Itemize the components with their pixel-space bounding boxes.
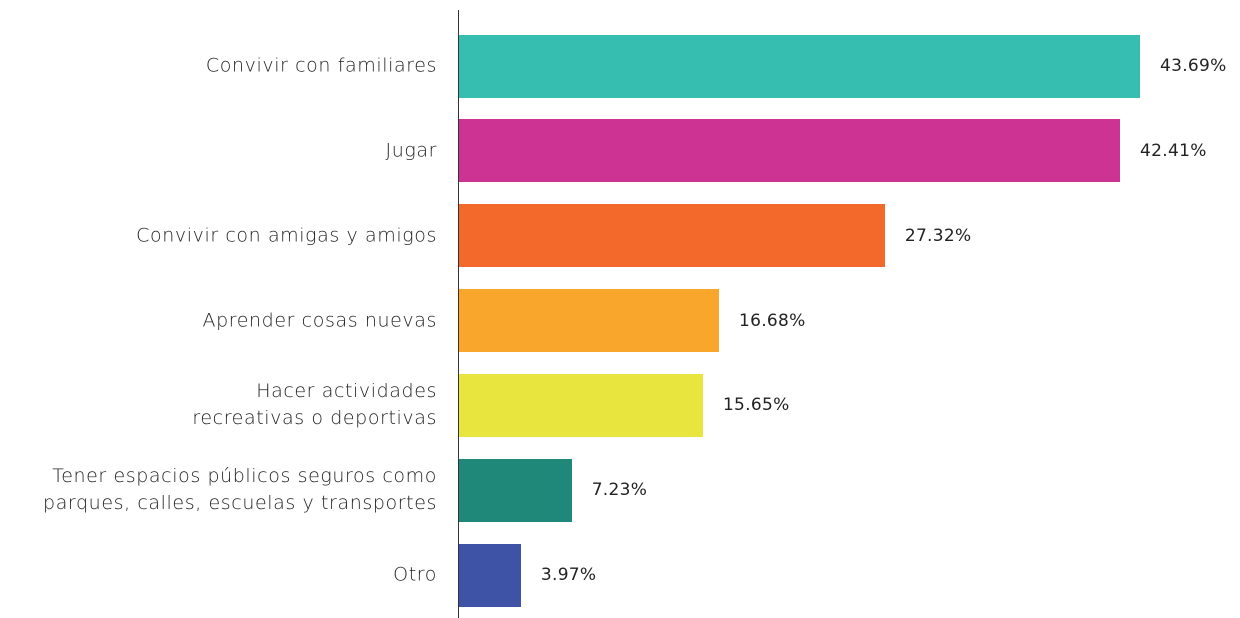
value-label: 27.32% <box>904 225 972 246</box>
bar <box>459 204 885 268</box>
bar <box>459 119 1121 183</box>
category-label: Otro <box>393 563 437 586</box>
category-label: Aprender cosas nuevas <box>202 309 437 332</box>
bar <box>459 458 572 522</box>
value-label: 15.65% <box>722 395 790 416</box>
bar <box>459 34 1140 98</box>
category-label: Hacer actividades recreativas o deportiv… <box>192 380 437 430</box>
category-label: Tener espacios públicos seguros como par… <box>43 465 437 515</box>
axis-line <box>458 10 459 618</box>
bar <box>459 373 703 437</box>
category-label: Convivir con amigas y amigos <box>136 224 437 247</box>
category-label: Convivir con familiares <box>205 54 437 77</box>
bar <box>459 543 521 607</box>
value-label: 42.41% <box>1140 140 1207 161</box>
value-label: 43.69% <box>1160 56 1227 76</box>
value-label: 16.68% <box>738 310 806 331</box>
category-label: Jugar <box>385 139 437 162</box>
value-label: 3.97% <box>540 565 597 586</box>
bar <box>459 289 719 353</box>
value-label: 7.23% <box>591 480 648 501</box>
